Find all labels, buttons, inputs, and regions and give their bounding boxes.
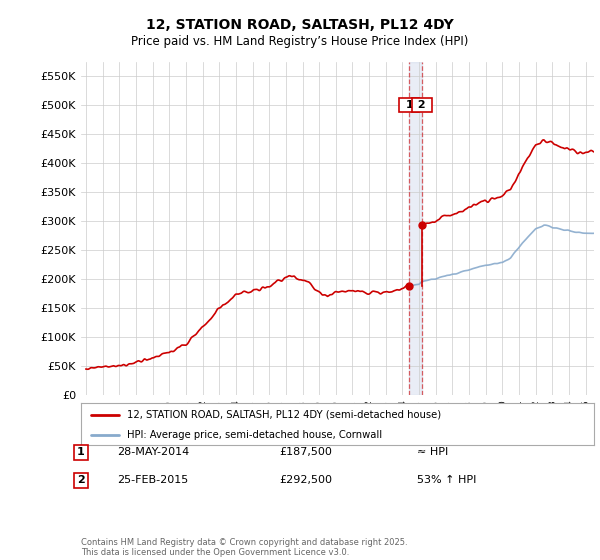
Text: £292,500: £292,500: [279, 475, 332, 486]
Text: 1: 1: [401, 100, 417, 110]
Text: 12, STATION ROAD, SALTASH, PL12 4DY (semi-detached house): 12, STATION ROAD, SALTASH, PL12 4DY (sem…: [127, 410, 441, 420]
Text: Price paid vs. HM Land Registry’s House Price Index (HPI): Price paid vs. HM Land Registry’s House …: [131, 35, 469, 48]
Text: 1: 1: [77, 447, 85, 458]
Bar: [409, 62, 422, 395]
Text: 28-MAY-2014: 28-MAY-2014: [117, 447, 189, 458]
Text: £187,500: £187,500: [279, 447, 332, 458]
Text: 25-FEB-2015: 25-FEB-2015: [117, 475, 188, 486]
Text: ≈ HPI: ≈ HPI: [417, 447, 448, 458]
Text: HPI: Average price, semi-detached house, Cornwall: HPI: Average price, semi-detached house,…: [127, 430, 382, 440]
Text: Contains HM Land Registry data © Crown copyright and database right 2025.
This d: Contains HM Land Registry data © Crown c…: [81, 538, 407, 557]
Text: 53% ↑ HPI: 53% ↑ HPI: [417, 475, 476, 486]
Text: 2: 2: [414, 100, 430, 110]
Text: 12, STATION ROAD, SALTASH, PL12 4DY: 12, STATION ROAD, SALTASH, PL12 4DY: [146, 18, 454, 32]
Text: 2: 2: [77, 475, 85, 486]
